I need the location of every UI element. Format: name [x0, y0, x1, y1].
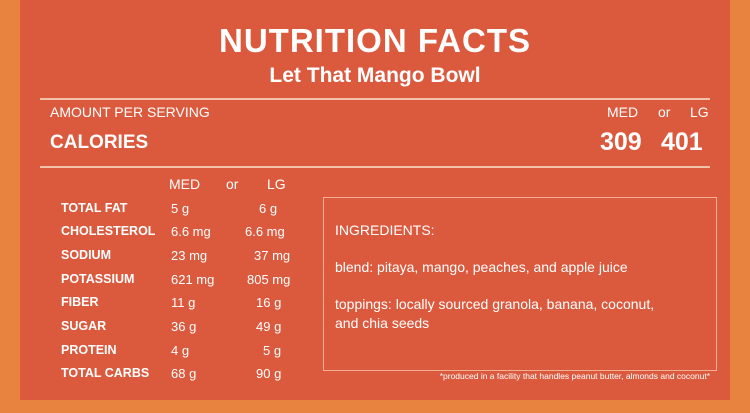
ingredients-toppings: toppings: locally sourced granola, banan… — [335, 296, 655, 312]
nutrient-lg-value: 16 g — [256, 295, 282, 310]
ingredients-toppings-continued: and chia seeds — [335, 315, 430, 331]
nutrient-med-header: MED — [169, 176, 201, 192]
nutrient-label: POTASSIUM — [61, 272, 135, 286]
nutrition-panel: NUTRITION FACTS Let That Mango Bowl AMOU… — [20, 0, 730, 400]
nutrient-label: PROTEIN — [61, 343, 117, 357]
ingredients-heading: INGREDIENTS: — [335, 222, 435, 238]
page-title: NUTRITION FACTS — [219, 22, 531, 59]
nutrient-lg-value: 90 g — [256, 366, 282, 381]
serving-med-label: MED — [607, 104, 639, 120]
nutrient-med-value: 6.6 mg — [171, 224, 211, 239]
allergen-footnote: *produced in a facility that handles pea… — [439, 371, 710, 381]
nutrient-med-value: 621 mg — [171, 272, 215, 287]
nutrient-label: SODIUM — [61, 248, 111, 262]
nutrient-med-value: 11 g — [171, 295, 196, 310]
calories-label: CALORIES — [50, 132, 149, 153]
nutrient-med-value: 5 g — [171, 201, 190, 216]
nutrient-lg-value: 37 mg — [254, 248, 291, 263]
serving-or-label: or — [658, 104, 671, 120]
nutrient-med-value: 23 mg — [171, 248, 208, 263]
nutrient-med-value: 4 g — [171, 343, 190, 358]
nutrient-lg-value: 6 g — [259, 201, 278, 216]
nutrient-label: TOTAL CARBS — [61, 366, 150, 380]
ingredients-blend: blend: pitaya, mango, peaches, and apple… — [335, 259, 628, 275]
nutrient-label: CHOLESTEROL — [61, 224, 156, 238]
nutrient-label: TOTAL FAT — [61, 201, 128, 215]
serving-lg-label: LG — [690, 104, 709, 120]
nutrient-med-value: 36 g — [171, 319, 197, 334]
divider-top — [40, 98, 710, 100]
nutrient-or-header: or — [226, 176, 239, 192]
ingredients-box: INGREDIENTS: blend: pitaya, mango, peach… — [323, 197, 717, 371]
calories-med-value: 309 — [600, 128, 642, 156]
nutrient-lg-value: 49 g — [256, 319, 282, 334]
nutrient-label: FIBER — [61, 295, 99, 309]
nutrient-lg-value: 6.6 mg — [245, 224, 285, 239]
amount-per-serving-label: AMOUNT PER SERVING — [50, 104, 210, 120]
nutrient-label: SUGAR — [61, 319, 107, 333]
nutrient-lg-header: LG — [267, 176, 286, 192]
calories-lg-value: 401 — [661, 128, 703, 156]
nutrient-lg-value: 5 g — [263, 343, 282, 358]
product-name: Let That Mango Bowl — [269, 64, 481, 87]
nutrient-lg-value: 805 mg — [247, 272, 291, 287]
nutrient-med-value: 68 g — [171, 366, 197, 381]
divider-middle — [40, 166, 710, 168]
